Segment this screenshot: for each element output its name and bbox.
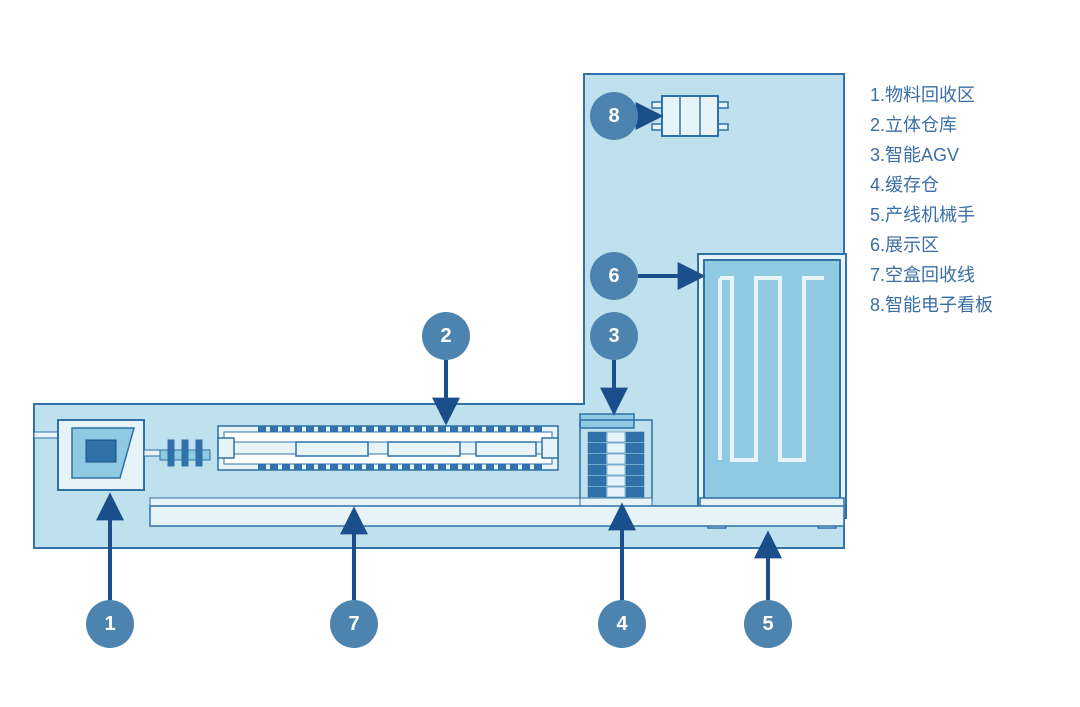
legend-item-1: 1.物料回收区: [870, 80, 993, 110]
electronic-board: [662, 96, 718, 136]
legend: 1.物料回收区2.立体仓库3.智能AGV4.缓存仓5.产线机械手6.展示区7.空…: [870, 80, 993, 320]
callout-number: 2: [440, 325, 451, 347]
callout-number: 1: [104, 613, 115, 635]
display-area: [704, 260, 840, 512]
empty-box-return-line: [150, 506, 844, 526]
callout-number: 6: [608, 265, 619, 287]
legend-item-6: 6.展示区: [870, 230, 993, 260]
callout-number: 7: [348, 613, 359, 635]
diagram-stage: 1 7 4 5 2 3 6 8 1.物料回收区2.立体仓库3.智能AGV4.缓存仓5.产线机械…: [0, 0, 1080, 707]
callout-number: 4: [616, 613, 628, 635]
legend-item-3: 3.智能AGV: [870, 140, 993, 170]
legend-item-5: 5.产线机械手: [870, 200, 993, 230]
legend-item-8: 8.智能电子看板: [870, 290, 993, 320]
legend-item-4: 4.缓存仓: [870, 170, 993, 200]
legend-item-2: 2.立体仓库: [870, 110, 993, 140]
agv: [580, 414, 634, 428]
callout-number: 3: [608, 325, 619, 347]
callout-number: 8: [608, 105, 619, 127]
callout-number: 5: [762, 613, 773, 635]
legend-item-7: 7.空盒回收线: [870, 260, 993, 290]
